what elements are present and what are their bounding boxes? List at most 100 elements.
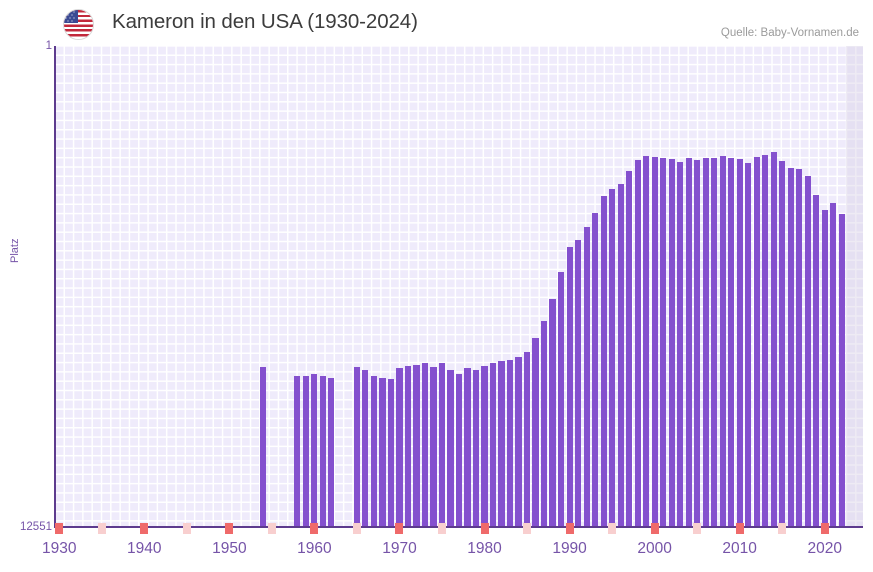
bar[interactable] [592, 212, 599, 526]
bar[interactable] [549, 299, 556, 526]
bar[interactable] [745, 163, 752, 526]
bar[interactable] [481, 365, 488, 526]
bar[interactable] [685, 158, 692, 526]
bar[interactable] [609, 189, 616, 526]
us-flag-icon [63, 9, 94, 40]
x-tick-major [310, 523, 319, 534]
source-attribution: Quelle: Baby-Vornamen.de [720, 27, 859, 39]
bar[interactable] [660, 158, 667, 526]
bar[interactable] [455, 373, 463, 526]
bar[interactable] [260, 367, 267, 526]
bar[interactable] [830, 202, 837, 526]
bar[interactable] [838, 213, 845, 526]
bar[interactable] [311, 374, 318, 526]
x-tick-minor [267, 523, 276, 534]
x-tick-major [820, 523, 829, 534]
bar[interactable] [413, 364, 420, 526]
bar[interactable] [617, 184, 624, 526]
x-tick-minor [693, 523, 702, 534]
x-tick-minor [523, 523, 532, 534]
bar[interactable] [711, 157, 718, 526]
bar[interactable] [626, 171, 633, 526]
bar[interactable] [566, 246, 573, 526]
bar[interactable] [328, 377, 335, 526]
bar[interactable] [804, 176, 811, 526]
bar[interactable] [813, 195, 820, 526]
bar[interactable] [600, 196, 607, 526]
x-tick-major [225, 523, 234, 534]
bar[interactable] [779, 160, 786, 526]
x-tick-minor [352, 523, 361, 534]
bar[interactable] [762, 154, 769, 526]
x-axis-tick-label: 1940 [127, 540, 162, 557]
bar[interactable] [651, 156, 658, 526]
bar[interactable] [540, 321, 548, 526]
bar[interactable] [362, 369, 369, 526]
bar[interactable] [489, 363, 497, 526]
bar[interactable] [506, 359, 514, 526]
bar[interactable] [677, 161, 684, 526]
x-axis-tick-label: 2020 [807, 540, 842, 557]
x-tick-major [55, 523, 64, 534]
x-axis-tick-label: 2010 [722, 540, 757, 557]
bar[interactable] [728, 158, 735, 526]
bar[interactable] [472, 369, 480, 526]
x-tick-minor [437, 523, 446, 534]
bar[interactable] [770, 152, 777, 526]
y-axis-title: Platz [9, 238, 21, 263]
bar[interactable] [643, 156, 650, 526]
x-tick-major [650, 523, 659, 534]
bar[interactable] [634, 159, 641, 526]
bar[interactable] [719, 156, 726, 526]
x-axis-line [54, 526, 863, 528]
bar[interactable] [821, 209, 828, 526]
bar[interactable] [404, 366, 412, 526]
bar[interactable] [558, 272, 565, 526]
bar[interactable] [694, 159, 701, 526]
x-axis-tick-label: 1990 [552, 540, 587, 557]
x-tick-minor [778, 523, 787, 534]
y-axis-label-top: 1 [45, 40, 52, 52]
bar[interactable] [387, 378, 394, 526]
bar[interactable] [668, 159, 675, 526]
x-tick-minor [608, 523, 617, 534]
bar[interactable] [447, 369, 454, 526]
bar[interactable] [532, 338, 539, 526]
bar[interactable] [353, 367, 360, 526]
bar[interactable] [796, 169, 803, 526]
bar[interactable] [523, 351, 531, 526]
x-tick-major [395, 523, 404, 534]
x-tick-major [565, 523, 574, 534]
bar[interactable] [379, 377, 386, 526]
bar[interactable] [583, 226, 590, 526]
x-axis-tick-label: 2000 [637, 540, 672, 557]
bar[interactable] [736, 158, 743, 526]
bar[interactable] [464, 368, 471, 526]
chart-header: Kameron in den USA (1930-2024) Quelle: B… [0, 0, 873, 46]
y-axis-line [54, 46, 56, 526]
bar[interactable] [753, 156, 760, 526]
bar[interactable] [438, 362, 446, 526]
bar[interactable] [702, 158, 709, 526]
flag-canton [64, 10, 78, 23]
bar[interactable] [515, 356, 522, 526]
bar[interactable] [302, 375, 309, 526]
bar[interactable] [430, 367, 437, 526]
bar[interactable] [787, 167, 794, 526]
x-tick-minor [97, 523, 106, 534]
shaded-region [845, 46, 863, 526]
x-tick-minor [182, 523, 191, 534]
bar[interactable] [370, 375, 377, 526]
x-tick-major [140, 523, 149, 534]
x-axis-tick-label: 1930 [42, 540, 77, 557]
bar[interactable] [575, 240, 582, 526]
bar[interactable] [498, 361, 505, 526]
bar[interactable] [421, 363, 429, 526]
page-title: Kameron in den USA (1930-2024) [112, 10, 418, 33]
bar[interactable] [396, 368, 403, 526]
x-axis-tick-label: 1970 [382, 540, 417, 557]
bar[interactable] [319, 375, 326, 526]
bar[interactable] [294, 375, 301, 526]
x-axis-tick-label: 1960 [297, 540, 332, 557]
